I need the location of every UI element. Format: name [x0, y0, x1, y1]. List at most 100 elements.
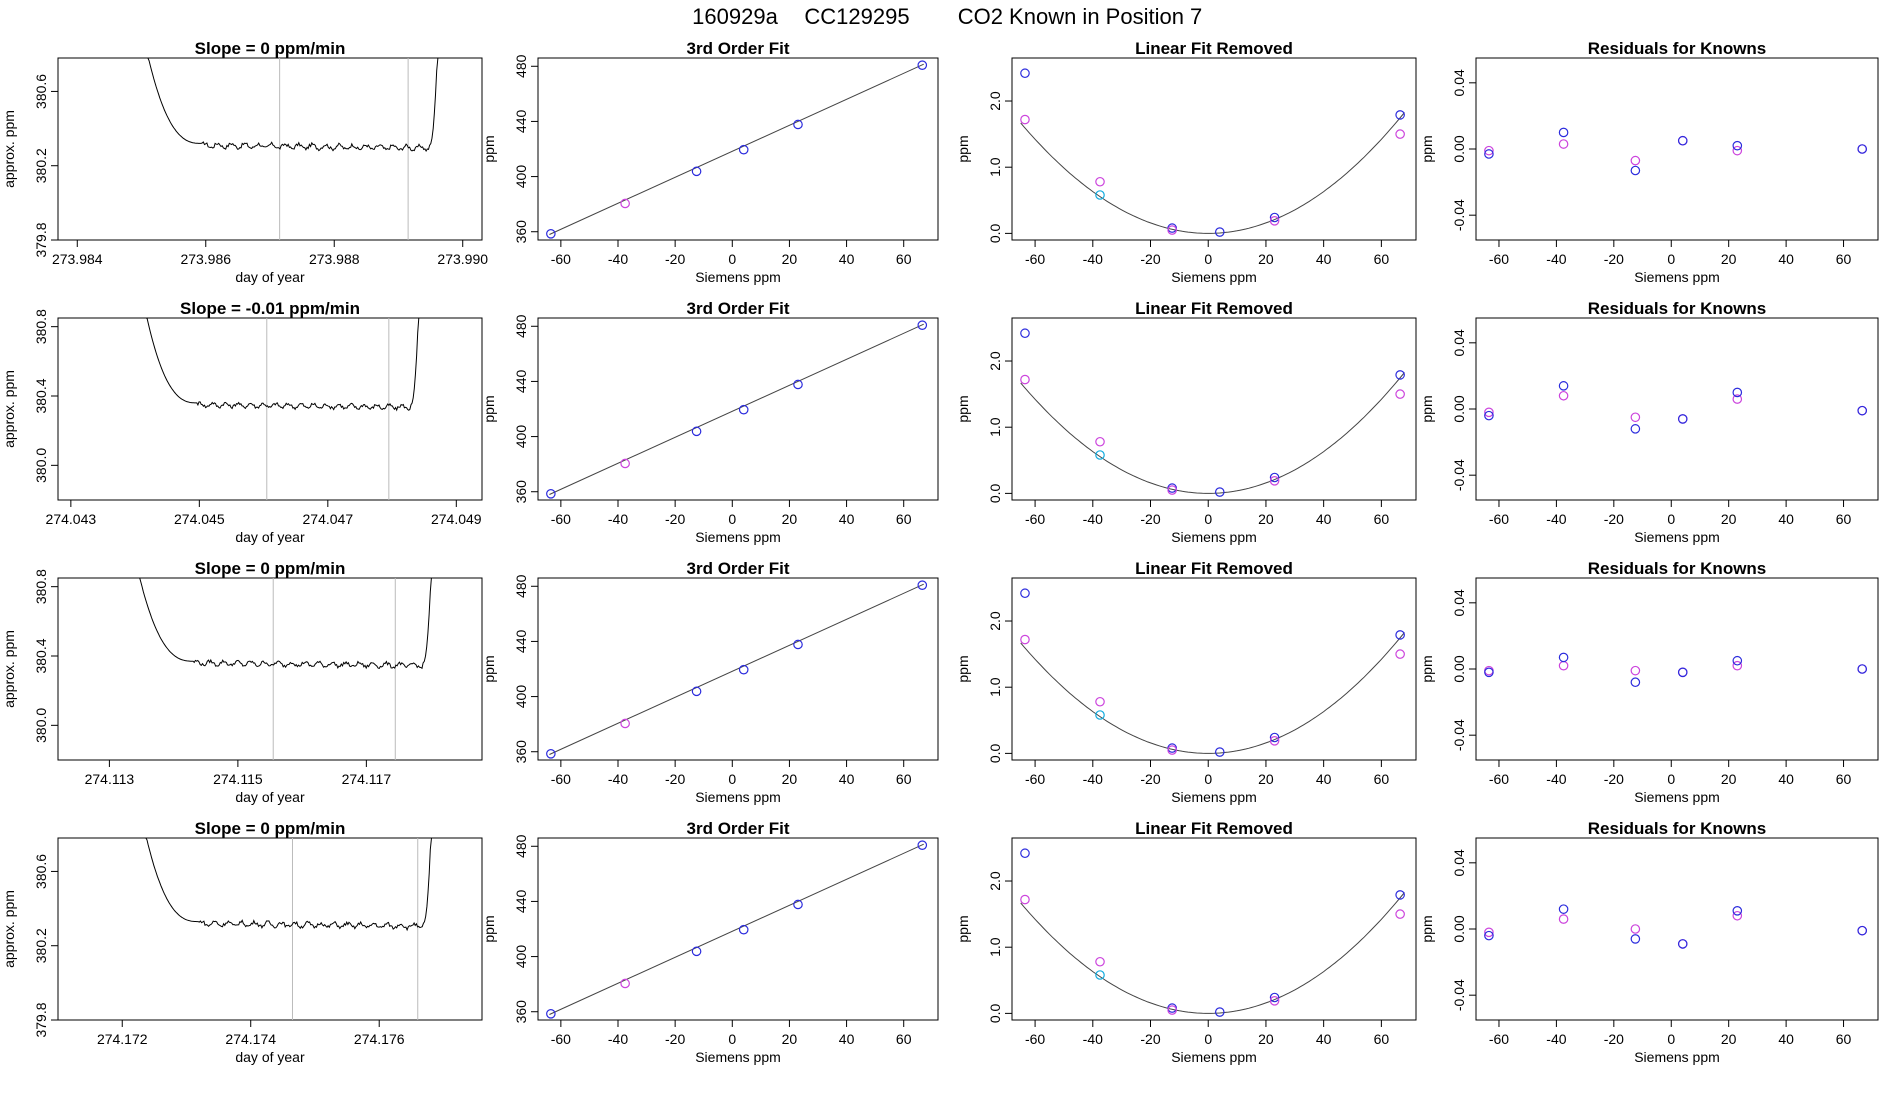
linear-removed-panel-row-2: Linear Fit Removed Siemens ppm ppm -60 -40 -2…: [955, 299, 1417, 545]
residual-point: [1732, 394, 1743, 404]
x-axis-label: Siemens ppm: [695, 789, 781, 805]
y-axis-label: ppm: [955, 915, 971, 942]
residual-curve-point: [1167, 485, 1177, 495]
y-axis-label: ppm: [1419, 655, 1435, 682]
x-tick-label: 0: [1204, 771, 1212, 787]
x-tick-label: 40: [1316, 1031, 1332, 1047]
residual-point: [1677, 414, 1688, 424]
residual-point: [1484, 407, 1494, 418]
x-tick-label: 0: [1667, 1031, 1675, 1047]
x-tick-label: 40: [1778, 771, 1794, 787]
fit-data-point: [738, 404, 749, 415]
x-tick-label: 20: [782, 771, 798, 787]
x-tick-label: 20: [782, 511, 798, 527]
fit-data-point: [793, 899, 803, 910]
panel-title: Linear Fit Removed: [1135, 299, 1293, 318]
y-tick-label: 400: [513, 945, 529, 969]
x-tick-label: -20: [1604, 251, 1624, 267]
y-axis-label: ppm: [1419, 395, 1435, 422]
fit-data-point: [691, 686, 702, 697]
residual-curve-point: [1020, 68, 1030, 79]
residual-point: [1558, 127, 1569, 138]
fit-data-point: [546, 748, 556, 759]
x-axis-label: Siemens ppm: [1171, 529, 1257, 545]
y-tick-label: 0.00: [1451, 915, 1467, 942]
panel-title: Linear Fit Removed: [1135, 559, 1293, 578]
plot-frame: [57, 837, 483, 1021]
plot-frame: [1475, 577, 1879, 761]
x-tick-label: 20: [1258, 1031, 1274, 1047]
x-tick-label: 20: [1258, 511, 1274, 527]
quadratic-curve: [1020, 892, 1405, 1014]
residual-curve-point: [1269, 216, 1280, 226]
residual-point: [1732, 140, 1743, 151]
y-axis-label: approx. ppm: [1, 630, 17, 708]
x-tick-label: 40: [1316, 511, 1332, 527]
x-axis-label: Siemens ppm: [1634, 789, 1720, 805]
time-trace-panel-row-3: Slope = 0 ppm/min day of year approx. ppm 2…: [1, 559, 483, 805]
y-tick-label: 1.0: [987, 677, 1003, 697]
title-position: CO2 Known in Position 7: [958, 4, 1203, 29]
fit-data-point: [738, 924, 749, 935]
x-tick-label: -20: [665, 771, 685, 787]
fit-panel-row-1: 3rd Order Fit Siemens ppm ppm -60 -40 -20 0 20 4…: [481, 39, 939, 285]
x-tick-label: 0: [1667, 511, 1675, 527]
panel-title: Residuals for Knowns: [1588, 39, 1767, 58]
y-tick-label: 0.00: [1451, 655, 1467, 682]
y-tick-label: 380.8: [33, 309, 49, 344]
residual-curve-point: [1095, 436, 1105, 447]
panel-title: Linear Fit Removed: [1135, 819, 1293, 838]
title-run-id: 160929a: [692, 4, 778, 29]
x-axis-label: Siemens ppm: [1634, 269, 1720, 285]
x-tick-label: 60: [1374, 251, 1390, 267]
plot-frame: [1011, 57, 1417, 241]
x-tick-label: -20: [1604, 771, 1624, 787]
panel-title: Residuals for Knowns: [1588, 559, 1767, 578]
plot-frame: [1011, 577, 1417, 761]
fit-data-point: [917, 60, 928, 70]
fit-data-point: [691, 946, 702, 957]
title-cylinder-id: CC129295: [804, 4, 909, 29]
residual-point: [1630, 665, 1641, 676]
residual-curve-point: [1020, 374, 1030, 385]
residual-curve-point: [1214, 747, 1225, 757]
fit-data-point: [546, 228, 556, 239]
residual-curve-point: [1214, 487, 1225, 497]
y-tick-label: 0.0: [987, 223, 1003, 243]
x-tick-label: -60: [1025, 1031, 1045, 1047]
x-tick-label: 40: [1778, 511, 1794, 527]
x-tick-label: 60: [896, 1031, 912, 1047]
x-tick-label: -40: [608, 1031, 628, 1047]
x-tick-label: 273.990: [437, 251, 488, 267]
y-tick-label: 0.0: [987, 743, 1003, 763]
residual-curve-point: [1167, 225, 1177, 235]
linear-removed-panel-row-1: Linear Fit Removed Siemens ppm ppm -60 -40 -2…: [955, 39, 1417, 285]
residual-curve-point: [1269, 732, 1280, 743]
fit-data-point: [546, 1008, 556, 1019]
plot-frame: [1475, 57, 1879, 241]
x-tick-label: 274.176: [354, 1031, 405, 1047]
residual-curve-point: [1214, 1007, 1225, 1017]
fit-data-point: [917, 840, 928, 850]
fit-data-point: [917, 320, 928, 330]
residual-curve-point: [1269, 992, 1280, 1003]
x-tick-label: -20: [665, 511, 685, 527]
x-tick-label: 60: [1374, 1031, 1390, 1047]
linear-removed-panel-row-3: Linear Fit Removed Siemens ppm ppm -60 -40 -2…: [955, 559, 1417, 805]
fit-data-point: [738, 664, 749, 675]
fit-data-point: [738, 144, 749, 155]
residual-point: [1558, 390, 1569, 401]
x-tick-label: -20: [1140, 771, 1160, 787]
panel-title: 3rd Order Fit: [687, 299, 790, 318]
panel-title: Slope = 0 ppm/min: [195, 819, 346, 838]
residual-point: [1558, 139, 1569, 149]
x-tick-label: 20: [782, 251, 798, 267]
time-trace-panel-row-2: Slope = -0.01 ppm/min day of year approx. …: [1, 299, 483, 545]
residual-curve-point: [1395, 370, 1405, 380]
residual-point: [1630, 165, 1641, 176]
x-tick-label: -20: [665, 1031, 685, 1047]
x-tick-label: -20: [665, 251, 685, 267]
residual-curve-point: [1395, 890, 1405, 900]
residual-point: [1677, 135, 1688, 146]
x-tick-label: -20: [1140, 511, 1160, 527]
